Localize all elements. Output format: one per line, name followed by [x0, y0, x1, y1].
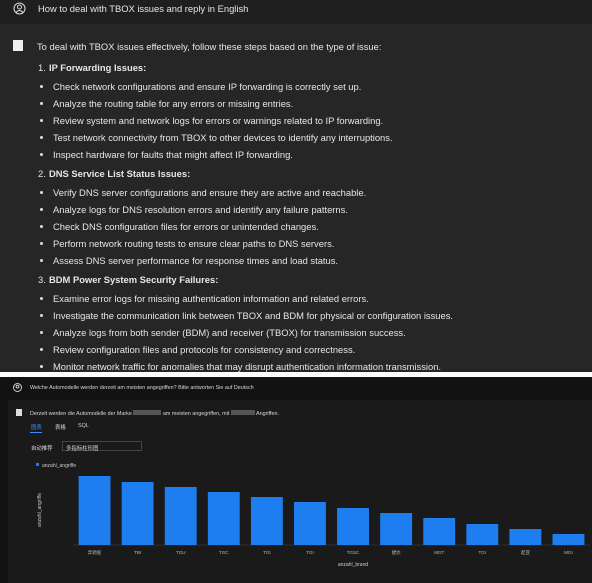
bullet	[40, 297, 43, 300]
question-bar	[0, 0, 592, 24]
bullet	[40, 365, 43, 368]
tab[interactable]: 表格	[55, 425, 66, 431]
bar	[380, 513, 413, 545]
bullet	[40, 85, 43, 88]
bullet	[40, 259, 43, 262]
x-tick-label: TGC	[219, 550, 229, 555]
x-axis-title: anzahl_brand	[338, 562, 369, 568]
bullet	[40, 153, 43, 156]
x-tick-label: TGI	[479, 550, 487, 555]
redacted	[230, 410, 255, 415]
answer-text: Derzeit werden die Automodelle der Marke	[30, 411, 132, 417]
user-icon	[13, 2, 26, 15]
separator	[0, 372, 592, 377]
x-tick-label: TGU	[176, 550, 186, 555]
bullet-text: Investigate the communication link betwe…	[53, 310, 454, 321]
question: How to deal with TBOX issues and reply i…	[38, 3, 249, 14]
bullet-text: Assess DNS server performance for respon…	[53, 255, 339, 266]
bullet	[40, 348, 43, 351]
user-icon	[13, 383, 22, 392]
bullet	[40, 136, 43, 139]
x-tick-label: TGSC	[347, 550, 360, 555]
legend-swatch	[36, 463, 39, 466]
section-title: IP Forwarding Issues:	[49, 62, 147, 73]
bar	[121, 482, 154, 545]
bullet	[40, 225, 43, 228]
x-tick-label: 奔驰股	[88, 549, 102, 556]
x-tick-label: TGI	[263, 550, 271, 555]
redacted	[133, 410, 162, 415]
bar	[423, 518, 456, 545]
mode-label: 自动推荐	[31, 446, 53, 452]
bullet	[40, 242, 43, 245]
bullet-text: Examine error logs for missing authentic…	[53, 293, 369, 304]
bullet-text: Test network connectivity from TBOX to o…	[53, 132, 393, 143]
answer-text: am meisten angegriffen, mit	[162, 411, 230, 417]
bar	[207, 492, 240, 545]
bullet	[40, 208, 43, 211]
bullet-text: Analyze logs for DNS resolution errors a…	[53, 204, 348, 215]
x-tick-label: MGI	[564, 550, 573, 555]
y-axis-title: anzahl_angriffe	[37, 493, 43, 527]
tab[interactable]: 图表	[31, 425, 42, 431]
bot-icon	[16, 409, 22, 416]
section-title: BDM Power System Security Failures:	[49, 274, 219, 285]
bullet-text: Monitor network traffic for anomalies th…	[53, 361, 442, 372]
x-tick-label: 起亚	[521, 550, 530, 556]
bullet	[40, 191, 43, 194]
bullet	[40, 331, 43, 334]
bullet-text: Perform network routing tests to ensure …	[53, 238, 335, 249]
section-number: 1.	[38, 62, 46, 73]
bar	[250, 497, 283, 545]
intro: To deal with TBOX issues effectively, fo…	[37, 41, 382, 52]
bar	[509, 529, 542, 545]
answer: Derzeit werden die Automodelle der Marke…	[30, 410, 279, 417]
bar	[552, 534, 585, 545]
bar	[78, 476, 111, 545]
tab-underline	[30, 432, 42, 433]
x-tick-label: 捷达	[392, 549, 401, 556]
bullet	[40, 102, 43, 105]
bullet-text: Verify DNS server configurations and ens…	[53, 187, 367, 198]
bullet-text: Review configuration files and protocols…	[53, 344, 356, 355]
bar	[164, 487, 197, 545]
bar	[466, 524, 499, 545]
bullet	[40, 119, 43, 122]
bullet-text: Inspect hardware for faults that might a…	[53, 149, 293, 160]
chart-select[interactable]: 多指标柱形图	[62, 441, 142, 452]
section-title: DNS Service List Status Issues:	[49, 168, 191, 179]
bullet-text: Analyze the routing table for any errors…	[53, 98, 294, 109]
bullet-text: Check DNS configuration files for errors…	[53, 221, 319, 232]
bar	[337, 508, 369, 545]
bullet-text: Review system and network logs for error…	[53, 115, 384, 126]
x-tick-label: TGI	[306, 550, 314, 555]
bar	[294, 502, 326, 545]
question: Welche Automodelle werden derzeit am mei…	[30, 385, 254, 391]
bot-icon	[13, 40, 23, 51]
x-tick-label: TBI	[134, 550, 141, 555]
section-number: 3.	[38, 274, 46, 285]
bullet-text: Analyze logs from both sender (BDM) and …	[53, 327, 406, 338]
x-tick-label: MGT	[434, 550, 444, 555]
answer-panel	[0, 24, 592, 372]
section-number: 2.	[38, 168, 46, 179]
legend-label: anzahl_angriffe	[42, 463, 76, 469]
bullet	[40, 314, 43, 317]
tab[interactable]: SQL	[78, 423, 89, 429]
answer-text: Angriffen.	[256, 411, 279, 417]
bullet-text: Check network configurations and ensure …	[53, 81, 362, 92]
